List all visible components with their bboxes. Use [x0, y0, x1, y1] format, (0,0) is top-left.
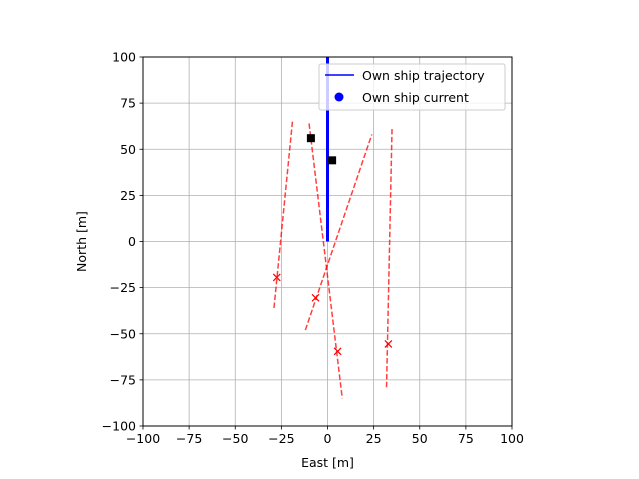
x-tick-label: −25	[268, 431, 294, 446]
target-position-marker	[311, 293, 320, 302]
y-tick-label: 75	[120, 96, 136, 111]
static-obstacle-marker	[306, 134, 315, 143]
target-position-marker	[333, 347, 342, 356]
x-tick-label: 50	[412, 431, 428, 446]
legend-label-trajectory: Own ship trajectory	[362, 68, 485, 83]
x-tick-label: −100	[126, 431, 160, 446]
x-tick-label: −50	[222, 431, 248, 446]
legend: Own ship trajectory Own ship current	[318, 63, 506, 111]
target-predicted-track	[304, 134, 373, 331]
legend-label-current: Own ship current	[362, 90, 469, 105]
y-tick-label: 25	[120, 188, 136, 203]
y-tick-label: 50	[120, 142, 136, 157]
legend-current-swatch	[334, 92, 344, 102]
y-tick-label: 0	[128, 234, 136, 249]
static-obstacle-marker	[328, 156, 337, 165]
y-tick-label: −75	[110, 372, 136, 387]
legend-box	[318, 63, 506, 111]
x-axis-label: East [m]	[301, 455, 354, 470]
x-tick-label: −75	[176, 431, 202, 446]
x-tick-label: 0	[324, 431, 332, 446]
target-position-marker	[272, 273, 281, 282]
x-tick-label: 25	[366, 431, 382, 446]
x-tick-label: 75	[458, 431, 474, 446]
target-position-marker	[384, 339, 393, 348]
y-axis-label: North [m]	[74, 211, 89, 272]
target-predicted-track	[308, 123, 344, 399]
y-tick-label: 100	[112, 50, 136, 65]
y-tick-label: −25	[110, 280, 136, 295]
y-tick-label: −50	[110, 326, 136, 341]
target-predicted-track	[385, 127, 393, 388]
x-tick-label: 100	[500, 431, 524, 446]
y-tick-label: −100	[102, 419, 136, 434]
ticks: −100 −75 −50 −25 0 25 50 75 100 −100 −75 −50 −25 0 25 5…	[102, 50, 524, 447]
